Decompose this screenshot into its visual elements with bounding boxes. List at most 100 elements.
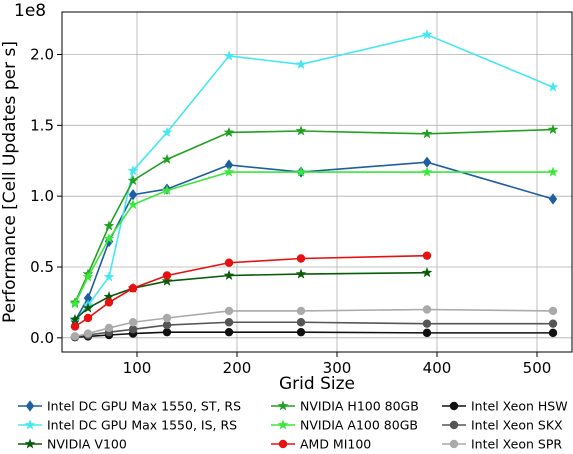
legend-item: Intel Xeon SKX — [442, 418, 563, 433]
data-point — [547, 166, 559, 177]
data-point — [162, 320, 172, 330]
y-axis: 0.0 0.5 1.0 1.5 2.0 — [30, 46, 62, 347]
series-layer — [69, 29, 559, 342]
series-2 — [69, 267, 433, 324]
series-4 — [69, 166, 559, 309]
x-tick-label: 300 — [323, 359, 352, 377]
x-axis: 100 200 300 400 500 — [123, 352, 552, 377]
data-point — [421, 128, 433, 139]
data-point — [296, 254, 306, 263]
legend-item: NVIDIA V100 — [18, 437, 127, 452]
series-8 — [70, 305, 558, 341]
data-point — [128, 189, 138, 201]
series-3 — [69, 123, 559, 307]
data-point — [296, 327, 306, 337]
data-point — [224, 159, 234, 171]
legend-marker — [25, 400, 35, 412]
data-point — [127, 165, 139, 176]
series-line — [74, 271, 428, 321]
data-point — [162, 327, 172, 337]
legend-item: Intel DC GPU Max 1550, ST, RS — [18, 399, 241, 414]
data-point — [548, 319, 558, 328]
series-6 — [70, 327, 558, 342]
data-point — [103, 233, 115, 244]
legend-label: NVIDIA V100 — [47, 437, 127, 451]
legend-label: AMD MI100 — [300, 437, 371, 451]
data-point — [82, 302, 94, 313]
legend-item: AMD MI100 — [271, 437, 371, 452]
data-point — [422, 328, 432, 338]
data-point — [127, 199, 139, 210]
series-line — [74, 254, 428, 328]
data-point — [104, 298, 114, 307]
data-point — [422, 251, 432, 260]
series-5 — [70, 251, 432, 331]
x-tick-label: 400 — [423, 359, 452, 377]
data-point — [296, 318, 306, 327]
data-point — [128, 284, 138, 293]
data-point — [422, 156, 432, 168]
data-point — [295, 268, 307, 279]
x-axis-label: Grid Size — [279, 374, 355, 394]
legend-item: Intel DC GPU Max 1550, IS, RS — [18, 418, 237, 433]
legend-label: Intel DC GPU Max 1550, IS, RS — [47, 418, 237, 433]
legend-marker — [277, 419, 289, 430]
data-point — [548, 193, 558, 205]
data-point — [161, 275, 173, 286]
legend-marker — [24, 438, 36, 449]
data-point — [103, 220, 115, 231]
data-point — [223, 166, 235, 177]
data-point — [83, 313, 93, 323]
data-point — [421, 166, 433, 177]
plot-frame — [61, 11, 573, 353]
series-line — [74, 331, 553, 338]
data-point — [82, 271, 94, 282]
legend: Intel DC GPU Max 1550, ST, RS Intel DC GP… — [18, 399, 568, 452]
data-point — [161, 184, 173, 196]
data-point — [548, 306, 558, 316]
grid-layer — [62, 12, 572, 352]
legend-marker — [449, 420, 459, 430]
data-point — [103, 271, 115, 282]
legend-item: NVIDIA H100 80GB — [271, 399, 419, 414]
x-tick-label: 200 — [223, 359, 252, 377]
y-tick-label: 0.5 — [30, 258, 54, 276]
legend-label: NVIDIA A100 80GB — [300, 418, 418, 433]
data-point — [548, 328, 558, 338]
data-point — [421, 267, 433, 278]
legend-item: NVIDIA A100 80GB — [271, 418, 418, 433]
legend-marker — [278, 439, 288, 449]
legend-label: Intel Xeon HSW — [471, 399, 568, 414]
y-tick-label: 2.0 — [30, 46, 54, 64]
legend-label: Intel DC GPU Max 1550, ST, RS — [47, 399, 241, 414]
data-point — [104, 323, 114, 333]
data-point — [296, 306, 306, 316]
data-point — [83, 292, 93, 304]
x-tick-label: 500 — [523, 359, 552, 377]
data-point — [223, 50, 235, 61]
y-multiplier-label: 1e8 — [14, 1, 46, 21]
data-point — [224, 306, 234, 316]
data-point — [70, 332, 80, 341]
data-point — [70, 322, 80, 331]
legend-label: NVIDIA H100 80GB — [300, 399, 419, 414]
data-point — [295, 166, 307, 177]
data-point — [295, 58, 307, 69]
data-point — [161, 126, 173, 137]
data-point — [295, 125, 307, 136]
data-point — [223, 126, 235, 137]
series-1 — [69, 29, 559, 326]
y-tick-label: 1.5 — [30, 116, 54, 134]
series-line — [74, 321, 553, 338]
data-point — [127, 174, 139, 186]
legend-label: Intel Xeon SKX — [471, 418, 563, 433]
data-point — [128, 325, 138, 334]
data-point — [224, 327, 234, 337]
data-point — [422, 305, 432, 314]
data-point — [69, 313, 81, 324]
data-point — [162, 313, 172, 323]
legend-marker — [449, 401, 459, 411]
data-point — [128, 318, 138, 327]
